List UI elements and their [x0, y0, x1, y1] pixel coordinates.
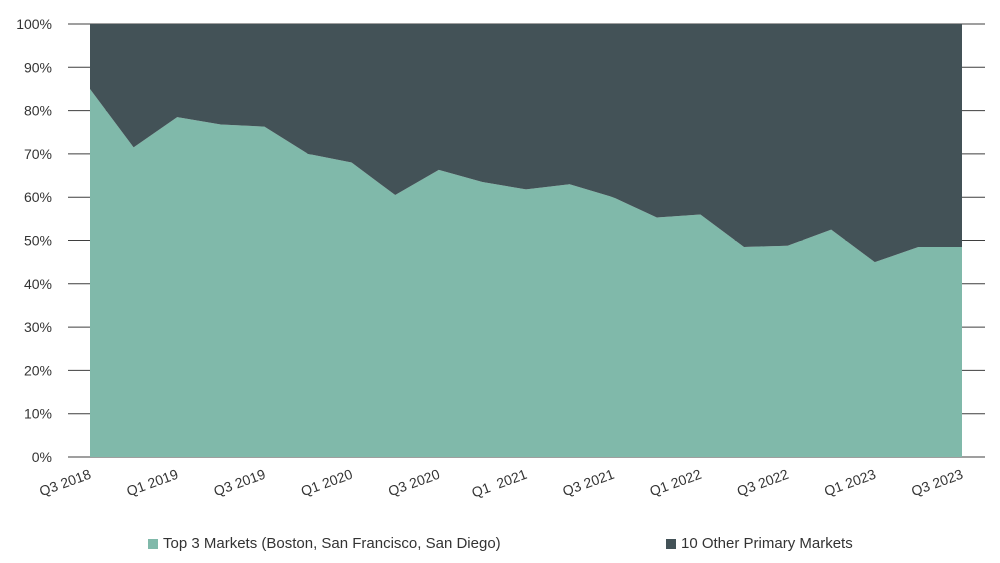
y-axis-ticks: 0% 10% 20% 30% 40% 50% 60% 70% 80% 90% 100%	[16, 16, 52, 465]
legend-item-other: 10 Other Primary Markets	[666, 535, 853, 552]
x-tick-label: Q3 2020	[386, 466, 442, 499]
x-tick-label: Q3 2021	[560, 466, 616, 499]
area-series-other-primary-markets	[90, 24, 962, 263]
legend-swatch-top3	[148, 538, 158, 549]
legend-item-top3: Top 3 Markets (Boston, San Francisco, Sa…	[148, 535, 501, 552]
y-tick-label: 0%	[32, 449, 52, 465]
x-tick-label: Q1 2019	[124, 466, 180, 499]
legend-label-other: 10 Other Primary Markets	[681, 535, 853, 552]
area-series-top-3-markets	[90, 88, 962, 457]
legend-swatch-other	[666, 538, 676, 549]
x-tick-label: Q3 2018	[37, 466, 93, 499]
y-tick-label: 20%	[24, 362, 52, 378]
y-tick-label: 70%	[24, 146, 52, 162]
legend-label-top3: Top 3 Markets (Boston, San Francisco, Sa…	[163, 535, 501, 552]
series-areas	[90, 24, 962, 457]
y-tick-label: 80%	[24, 103, 52, 119]
x-tick-label: Q1 2023	[822, 466, 878, 499]
y-tick-label: 10%	[24, 406, 52, 422]
y-tick-label: 100%	[16, 16, 52, 32]
x-tick-label: Q3 2019	[211, 466, 267, 499]
y-tick-label: 40%	[24, 276, 52, 292]
y-tick-label: 30%	[24, 319, 52, 335]
x-tick-label: Q3 2023	[909, 466, 965, 499]
x-tick-label: Q1 2021	[469, 466, 529, 501]
x-axis-ticks: Q3 2018 Q1 2019 Q3 2019 Q1 2020 Q3 2020 Q1 20…	[37, 466, 965, 501]
x-tick-label: Q1 2022	[647, 466, 703, 499]
y-tick-label: 50%	[24, 233, 52, 249]
x-tick-label: Q1 2020	[299, 466, 355, 499]
x-tick-label: Q3 2022	[735, 466, 791, 499]
y-tick-label: 90%	[24, 59, 52, 75]
y-tick-label: 60%	[24, 189, 52, 205]
legend: Top 3 Markets (Boston, San Francisco, Sa…	[0, 535, 1000, 557]
